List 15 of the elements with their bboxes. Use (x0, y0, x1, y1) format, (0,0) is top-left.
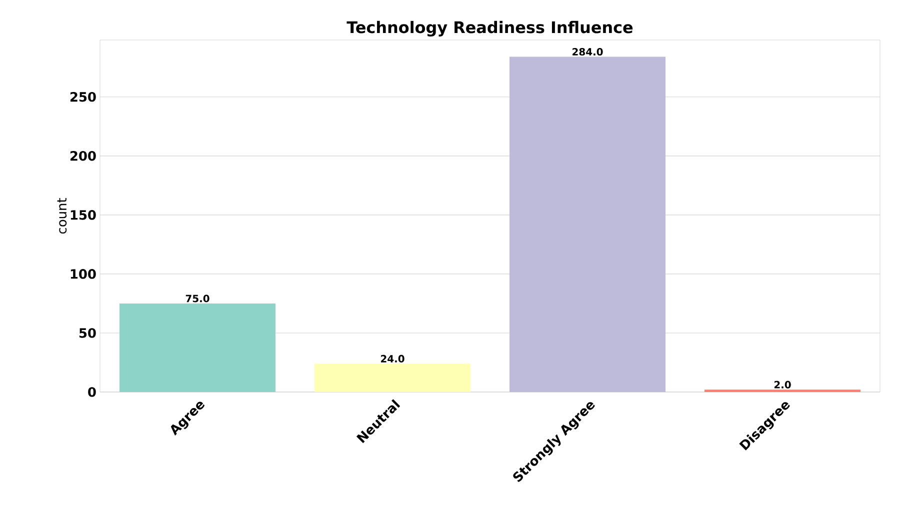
y-tick-label: 150 (70, 210, 96, 220)
chart-title: Technology Readiness Influence (346, 20, 633, 36)
y-tick-label: 250 (70, 92, 96, 102)
bar (120, 303, 276, 392)
y-tick-label: 50 (79, 328, 96, 338)
y-tick-label: 0 (88, 387, 96, 397)
bar (510, 56, 666, 392)
bar (314, 364, 471, 392)
y-axis-title: count (57, 198, 67, 234)
y-tick-label: 200 (70, 151, 96, 161)
data-label: 75.0 (186, 294, 210, 302)
data-label: 2.0 (774, 380, 791, 388)
y-tick-label: 100 (70, 269, 96, 279)
data-label: 284.0 (572, 48, 603, 56)
data-label: 24.0 (380, 354, 404, 362)
